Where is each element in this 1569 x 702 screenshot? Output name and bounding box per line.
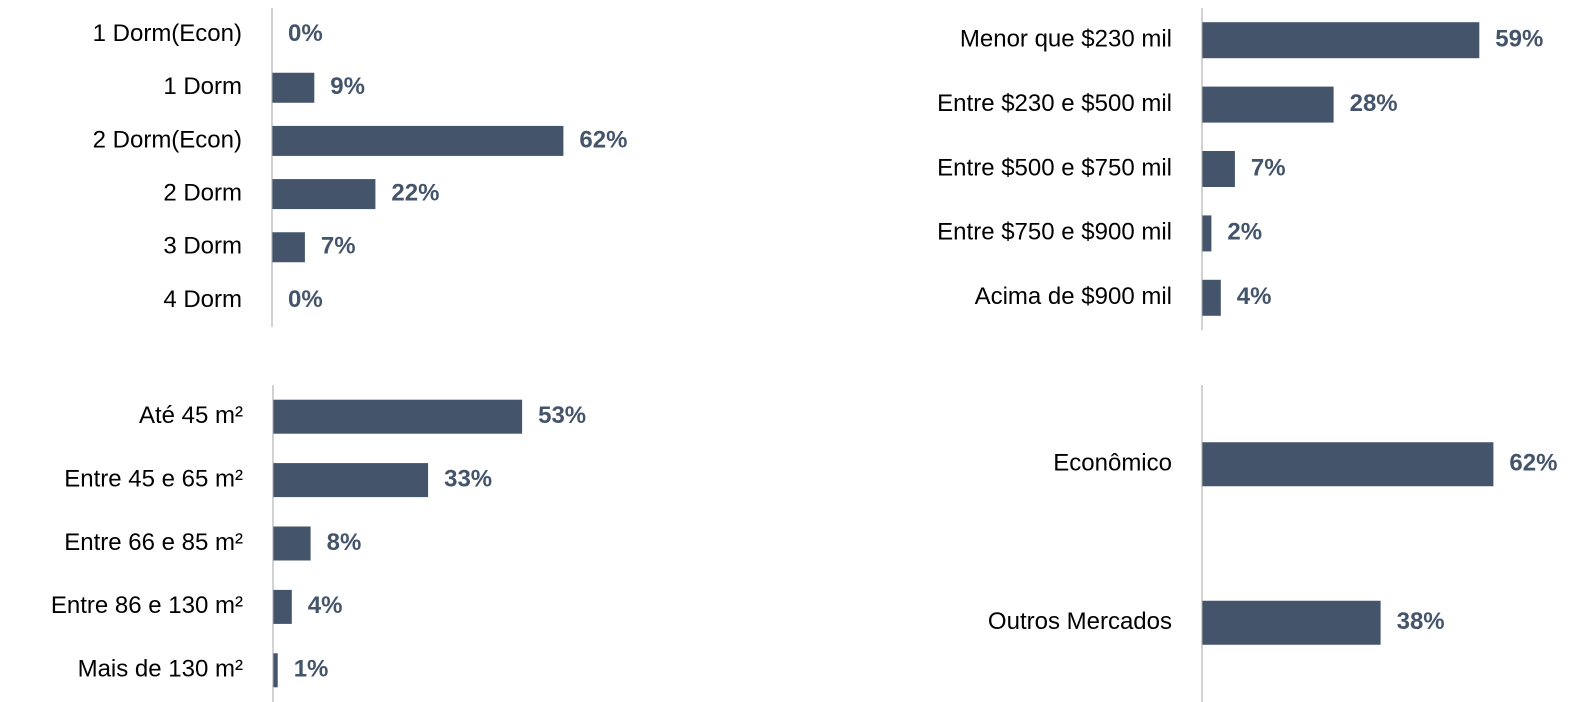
value-label: 7%	[1251, 154, 1286, 181]
category-label: 2 Dorm(Econ)	[93, 126, 242, 153]
bar	[273, 589, 292, 624]
value-label: 4%	[1237, 283, 1272, 310]
category-label: 3 Dorm	[163, 233, 242, 260]
bar	[272, 232, 305, 263]
value-label: 62%	[1509, 450, 1557, 477]
category-label: Acima de $900 mil	[975, 283, 1172, 310]
bar	[1202, 600, 1381, 645]
value-label: 2%	[1227, 219, 1262, 246]
bar	[1202, 279, 1221, 316]
value-label: 4%	[308, 592, 343, 619]
value-label: 33%	[444, 465, 492, 492]
category-label: Entre $230 e $500 mil	[937, 90, 1172, 117]
value-label: 38%	[1397, 608, 1445, 635]
bar	[273, 399, 523, 434]
bar	[273, 653, 278, 688]
value-label: 22%	[391, 179, 439, 206]
value-label: 28%	[1350, 90, 1398, 117]
category-label: Entre $500 e $750 mil	[937, 154, 1172, 181]
bar	[1202, 215, 1212, 252]
value-label: 7%	[321, 233, 356, 260]
value-label: 8%	[327, 529, 362, 556]
category-label: 4 Dorm	[163, 286, 242, 313]
value-label: 9%	[330, 73, 365, 100]
bar	[273, 526, 311, 561]
category-label: 1 Dorm(Econ)	[93, 20, 242, 47]
bar	[1202, 86, 1334, 123]
category-label: Outros Mercados	[988, 608, 1172, 635]
bar	[1202, 442, 1494, 487]
category-label: Entre $750 e $900 mil	[937, 219, 1172, 246]
category-label: Mais de 130 m²	[78, 656, 243, 683]
category-label: 1 Dorm	[163, 73, 242, 100]
bar	[272, 179, 376, 210]
bar	[272, 125, 564, 156]
bar	[272, 72, 315, 103]
category-label: Até 45 m²	[139, 402, 243, 429]
value-label: 62%	[579, 126, 627, 153]
value-label: 1%	[294, 656, 329, 683]
category-label: Econômico	[1053, 450, 1172, 477]
bar	[1202, 151, 1235, 187]
category-label: Entre 86 e 130 m²	[51, 592, 243, 619]
category-label: Entre 45 e 65 m²	[64, 465, 243, 492]
category-label: 2 Dorm	[163, 179, 242, 206]
value-label: 0%	[288, 286, 323, 313]
category-label: Menor que $230 mil	[960, 26, 1172, 53]
value-label: 53%	[538, 402, 586, 429]
bar	[1202, 22, 1480, 59]
bar	[273, 463, 429, 498]
category-label: Entre 66 e 85 m²	[64, 529, 243, 556]
value-label: 0%	[288, 20, 323, 47]
value-label: 59%	[1495, 26, 1543, 53]
